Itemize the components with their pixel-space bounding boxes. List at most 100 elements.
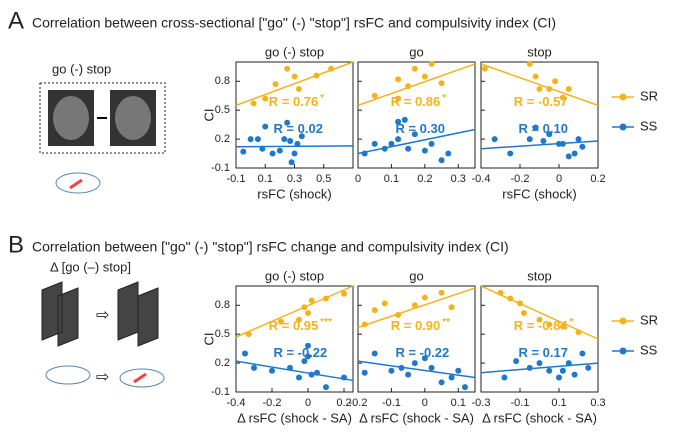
point [438, 379, 445, 386]
x-tick-label: -0.1 [382, 397, 401, 409]
significance: ** [442, 317, 450, 328]
point [579, 350, 586, 357]
point [481, 65, 488, 72]
x-tick-label: -0.2 [263, 397, 282, 409]
r-annotation: R = -0.57 [514, 94, 568, 109]
point [565, 85, 572, 92]
point [259, 145, 266, 152]
panel-title: go [409, 44, 423, 59]
fit-line [235, 285, 354, 338]
x-tick-label: 0 [355, 173, 361, 185]
point [314, 369, 320, 376]
point [438, 157, 445, 164]
x-axis-label: Δ rsFC (shock - SA) [237, 410, 352, 425]
point [272, 81, 279, 88]
panel-letter: A [8, 7, 24, 34]
x-tick-label: -0.4 [472, 173, 491, 185]
r-annotation: R = 0.17 [518, 345, 568, 360]
y-axis-label: CI [201, 109, 216, 122]
point [291, 150, 298, 157]
y-tick-label: 0.5 [215, 328, 230, 340]
point [395, 76, 402, 83]
x-tick-label: 0 [556, 173, 562, 185]
r-annotation: R = 0.02 [273, 121, 323, 136]
point [381, 300, 388, 307]
point [388, 367, 395, 374]
point [565, 360, 572, 367]
point [269, 150, 276, 157]
fit-line [235, 145, 354, 148]
point [559, 323, 566, 330]
point [411, 65, 418, 72]
point [552, 78, 559, 85]
y-tick-label: 0.5 [215, 104, 230, 116]
x-tick-label: 0.2 [590, 173, 605, 185]
fit-line [357, 360, 476, 379]
x-tick-label: -0.4 [227, 397, 246, 409]
point [497, 289, 504, 296]
r-annotation: R = 0.10 [518, 121, 568, 136]
point [361, 369, 368, 376]
point [421, 294, 428, 301]
point [398, 364, 405, 371]
significance: * [442, 93, 446, 104]
x-tick-label: 0.5 [316, 173, 331, 185]
point [559, 367, 566, 374]
fit-line [480, 362, 599, 374]
y-axis-label: CI [201, 333, 216, 346]
point [559, 94, 566, 101]
point [536, 316, 543, 323]
point [323, 295, 329, 302]
x-tick-label: -0.1 [511, 397, 530, 409]
point [507, 295, 514, 302]
point [448, 374, 455, 381]
point [395, 118, 402, 125]
r-value: R = 0.76 [269, 94, 319, 109]
x-tick-label: 0.1 [451, 397, 466, 409]
point [526, 136, 533, 143]
point [526, 60, 533, 67]
point [296, 316, 302, 323]
icon-b: ⇨ ⇨ [41, 281, 165, 388]
point [247, 136, 254, 143]
r-value: R = 0.02 [273, 121, 323, 136]
r-annotation: R = -0.22 [395, 345, 449, 360]
plot-frame [235, 285, 354, 393]
point [341, 374, 347, 381]
point [308, 297, 315, 304]
point [301, 358, 308, 365]
point [411, 360, 418, 367]
point [262, 95, 269, 102]
r-annotation: R = 0.95 *** [269, 317, 332, 334]
legend-dot [619, 123, 627, 131]
point [269, 367, 275, 374]
point [281, 136, 288, 143]
point [250, 100, 257, 107]
point [395, 95, 402, 102]
point [411, 131, 418, 138]
point [571, 371, 578, 378]
point [421, 147, 428, 154]
row-title: Correlation between ["go" (-) "stop"] rs… [32, 239, 509, 255]
point [313, 72, 320, 79]
point [371, 350, 378, 357]
plot-frame [480, 61, 599, 169]
point [546, 367, 553, 374]
point [445, 150, 452, 157]
panel-title: go (-) stop [265, 268, 324, 283]
panel-title: stop [527, 268, 552, 283]
fit-line [357, 128, 476, 155]
point [401, 116, 408, 123]
fit-line [480, 140, 599, 150]
point [284, 65, 291, 72]
point [438, 289, 445, 296]
r-value: R = 0.30 [395, 121, 445, 136]
legend-label: SR [640, 312, 658, 327]
y-tick-label: 0.2 [215, 357, 230, 369]
x-tick-label: 0.1 [384, 173, 399, 185]
point [448, 304, 455, 311]
significance: * [570, 317, 574, 328]
r-annotation: R = -0.84 * [514, 317, 574, 334]
y-tick-label: -0.1 [211, 386, 230, 398]
